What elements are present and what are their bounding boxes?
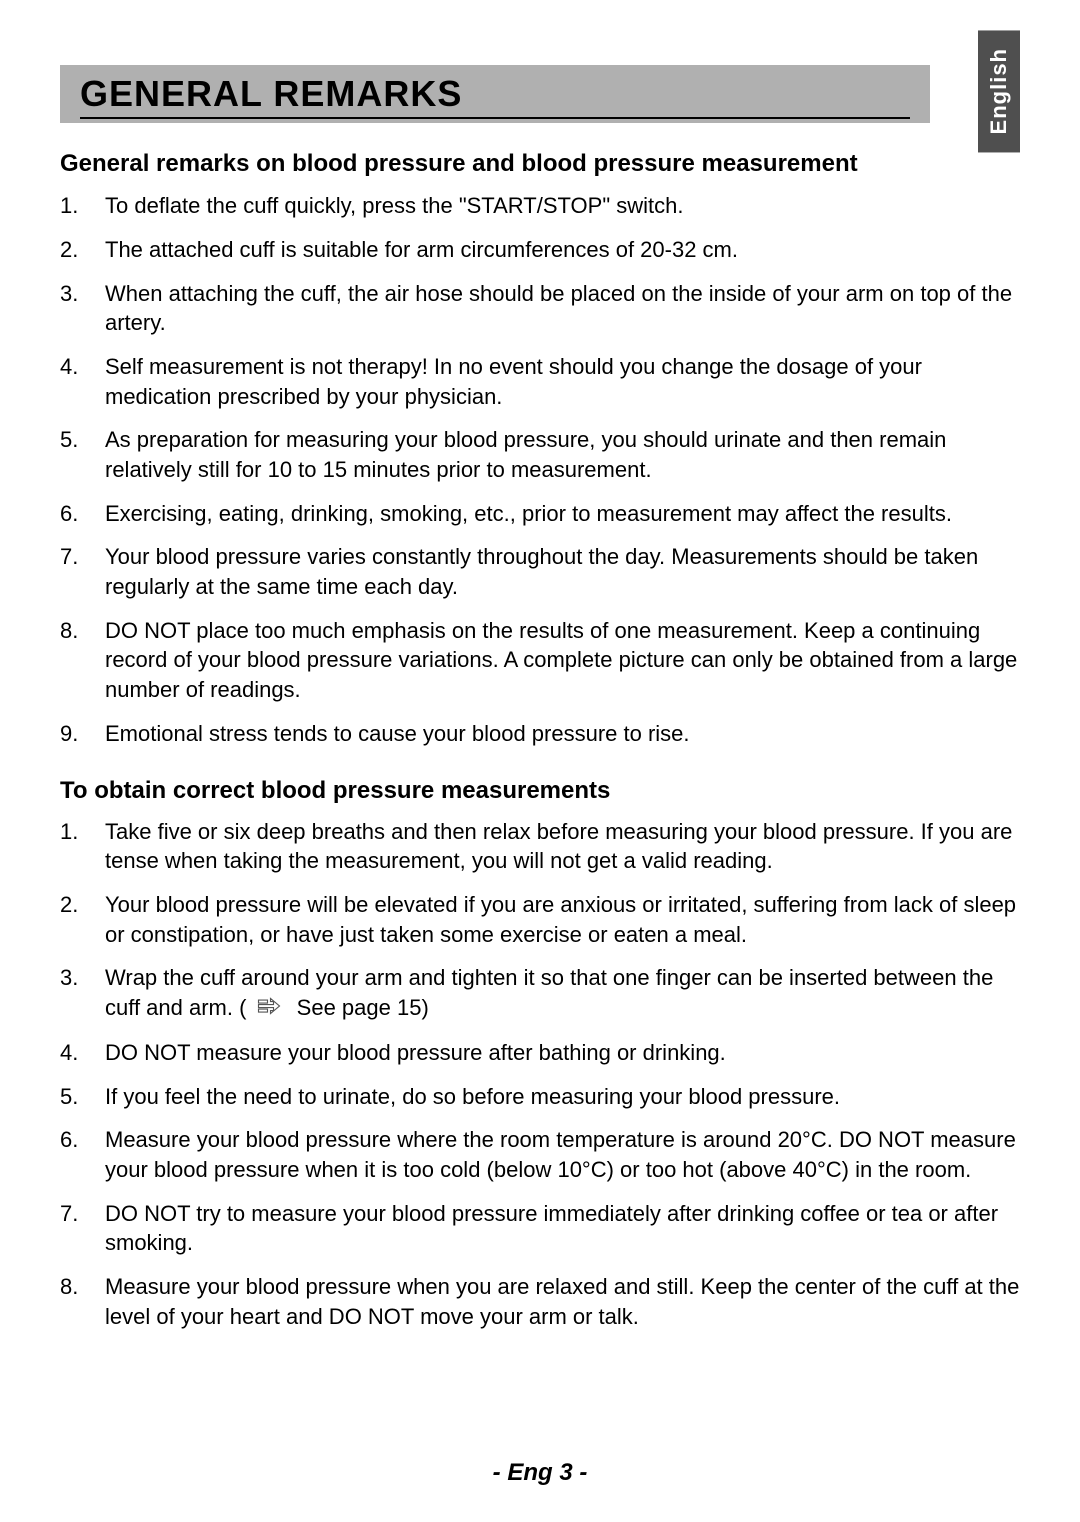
section2-heading: To obtain correct blood pressure measure… [60, 777, 1020, 805]
item-text-post: See page 15) [291, 995, 429, 1020]
page-title: GENERAL REMARKS [80, 73, 910, 119]
list-item: Measure your blood pressure where the ro… [60, 1125, 1020, 1184]
list-item: DO NOT try to measure your blood pressur… [60, 1199, 1020, 1258]
pointer-hand-icon [257, 994, 287, 1024]
list-item: Emotional stress tends to cause your blo… [60, 719, 1020, 749]
list-item: The attached cuff is suitable for arm ci… [60, 235, 1020, 265]
list-item: Measure your blood pressure when you are… [60, 1272, 1020, 1331]
list-item: Your blood pressure varies constantly th… [60, 542, 1020, 601]
page-footer: - Eng 3 - [0, 1459, 1080, 1487]
language-tab: English [978, 30, 1020, 152]
list-item: DO NOT measure your blood pressure after… [60, 1038, 1020, 1068]
list-item: Your blood pressure will be elevated if … [60, 890, 1020, 949]
list-item: As preparation for measuring your blood … [60, 425, 1020, 484]
list-item: Exercising, eating, drinking, smoking, e… [60, 499, 1020, 529]
list-item: Self measurement is not therapy! In no e… [60, 352, 1020, 411]
list-item: DO NOT place too much emphasis on the re… [60, 616, 1020, 705]
content-area: General remarks on blood pressure and bl… [60, 148, 1020, 1331]
list-item: If you feel the need to urinate, do so b… [60, 1082, 1020, 1112]
item-text-pre: Wrap the cuff around your arm and tighte… [105, 965, 993, 1020]
section2-list: Take five or six deep breaths and then r… [60, 817, 1020, 1332]
list-item: To deflate the cuff quickly, press the "… [60, 191, 1020, 221]
title-bar: GENERAL REMARKS [60, 65, 930, 123]
section1-heading: General remarks on blood pressure and bl… [60, 148, 1020, 179]
list-item: Wrap the cuff around your arm and tighte… [60, 963, 1020, 1024]
list-item: Take five or six deep breaths and then r… [60, 817, 1020, 876]
list-item: When attaching the cuff, the air hose sh… [60, 279, 1020, 338]
section1-list: To deflate the cuff quickly, press the "… [60, 191, 1020, 748]
